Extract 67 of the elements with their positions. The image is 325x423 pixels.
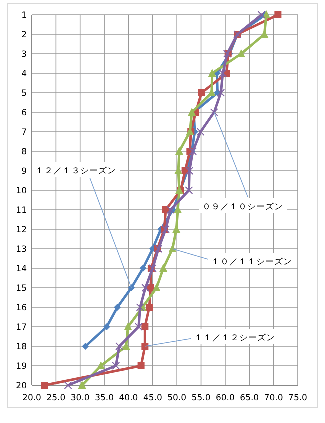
x-tick-label: 50.0	[168, 394, 187, 404]
y-tick-label: 20	[16, 382, 27, 392]
point	[134, 323, 143, 331]
x-tick-label: 25.0	[46, 394, 66, 404]
y-tick-label: 8	[22, 148, 27, 158]
y-tick-label: 5	[22, 89, 27, 99]
point	[142, 284, 150, 292]
point	[274, 12, 282, 18]
point	[136, 304, 144, 312]
point	[142, 324, 149, 330]
point	[64, 382, 72, 390]
point	[140, 265, 147, 272]
y-tick-label: 14	[16, 264, 27, 274]
y-tick-label: 2	[22, 30, 27, 40]
y-tick-label: 6	[22, 108, 27, 118]
point	[103, 324, 110, 330]
point	[97, 362, 106, 370]
y-tick-label: 9	[22, 167, 27, 177]
point	[188, 108, 196, 116]
y-tick-label: 4	[22, 70, 27, 80]
point	[146, 304, 154, 311]
x-tick-label: 70.0	[264, 394, 284, 404]
x-tick-label: 75.0	[288, 394, 308, 404]
point	[116, 342, 124, 350]
point	[217, 89, 226, 97]
x-tick-label: 40.0	[119, 394, 138, 404]
point	[160, 264, 168, 272]
x-tick-label: 65.0	[240, 394, 260, 404]
point	[176, 147, 184, 155]
x-tick-label: 20.0	[22, 394, 42, 404]
y-tick-label: 12	[16, 226, 27, 236]
y-tick-label: 7	[22, 128, 27, 138]
y-tick-label: 13	[16, 245, 27, 255]
point	[166, 206, 175, 214]
point	[219, 70, 228, 78]
point	[114, 304, 122, 311]
x-tick-label: 60.0	[216, 394, 235, 404]
point	[124, 322, 132, 330]
x-tick-label: 35.0	[95, 394, 114, 404]
x-tick-label: 30.0	[70, 394, 90, 404]
y-tick-label: 17	[16, 323, 27, 333]
point	[152, 284, 161, 292]
point	[82, 343, 90, 350]
y-tick-label: 16	[16, 304, 27, 314]
y-tick-label: 19	[16, 362, 27, 372]
point	[210, 108, 218, 116]
y-tick-label: 3	[22, 50, 27, 60]
y-tick-label: 18	[16, 342, 27, 352]
point	[208, 69, 216, 77]
point	[41, 382, 48, 389]
point	[196, 128, 205, 136]
y-tick-label: 15	[16, 284, 27, 294]
point	[112, 362, 120, 370]
point	[186, 167, 194, 175]
point	[138, 362, 145, 370]
point	[258, 11, 266, 19]
y-tick-label: 10	[16, 186, 27, 196]
point	[142, 343, 149, 350]
x-tick-label: 45.0	[143, 394, 162, 404]
point	[198, 90, 206, 96]
y-tick-label: 11	[16, 206, 27, 216]
point	[185, 186, 194, 194]
x-tick-label: 55.0	[192, 394, 211, 404]
series-label: ０９／１０シーズン	[202, 202, 284, 212]
point	[168, 244, 177, 252]
point	[78, 381, 86, 389]
y-tick-label: 1	[22, 11, 27, 21]
